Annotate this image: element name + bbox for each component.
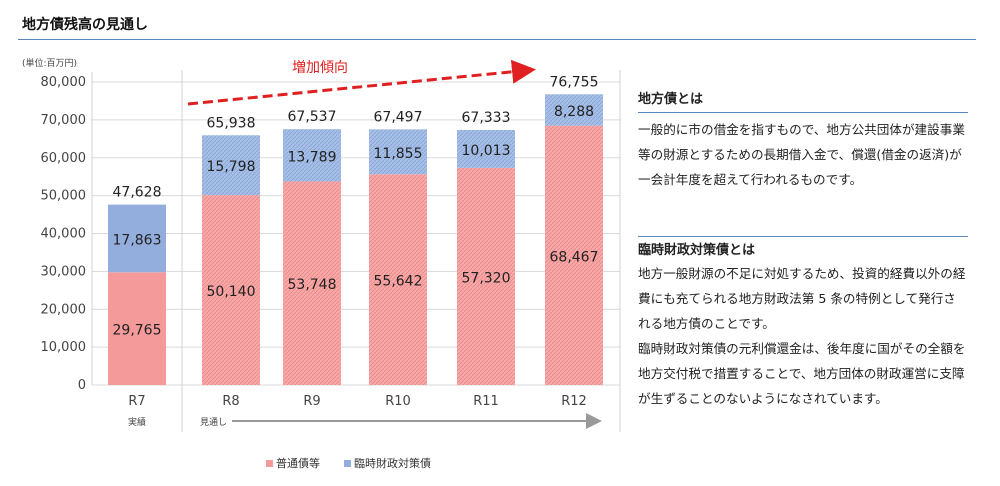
value-label-emergency: 17,863: [113, 232, 162, 248]
bar-regular-R7: [108, 272, 166, 385]
legend-label-emergency: 臨時財政対策債: [354, 456, 431, 470]
note-body: 臨時財政対策債の元利償還金は、後年度に国がその全額を地方交付税で措置することで、…: [638, 341, 966, 406]
bar-regular-R11: [457, 167, 515, 385]
y-tick-label: 40,000: [41, 227, 87, 242]
value-label-emergency: 11,855: [374, 146, 423, 162]
stacked-bar-chart: 0 10,000 20,000 30,000 40,000 50,000 60,000 70,…: [22, 57, 621, 470]
value-label-regular: 53,748: [288, 277, 337, 293]
value-label-emergency: 15,798: [207, 159, 256, 175]
value-label-emergency: 10,013: [462, 143, 511, 159]
note-body: 一般的に市の借金を指すもので、地方公共団体が建設事業等の財源とするための長期借入…: [638, 122, 965, 187]
legend-label-regular: 普通債等: [276, 456, 320, 470]
bar-regular-R8: [202, 195, 260, 385]
value-label-total: 47,628: [113, 185, 162, 201]
value-label-regular: 57,320: [462, 270, 511, 286]
y-tick-label: 50,000: [41, 189, 87, 204]
axis-sublabel-forecast: 見通し: [200, 417, 227, 428]
note-rinji: 臨時財政対策債とは 地方一般財源の不足に対処するため、投資的経費以外の経費にも充…: [638, 234, 968, 411]
bar-emergency-R10: [369, 129, 427, 175]
note-divider: [638, 112, 968, 113]
y-tick-label: 30,000: [41, 264, 87, 279]
y-tick-label: 80,000: [41, 75, 87, 90]
value-label-regular: 50,140: [207, 284, 256, 300]
legend-swatch-regular: [266, 460, 273, 467]
legend-swatch-emergency: [344, 460, 351, 467]
bar-regular-R10: [369, 174, 427, 385]
x-tick-label: R9: [303, 394, 320, 409]
bar-emergency-R12: [545, 94, 603, 126]
page-title: 地方債残高の見通し: [22, 17, 148, 33]
value-label-regular: 68,467: [550, 249, 599, 265]
x-tick-label: R8: [222, 394, 239, 409]
x-tick-label: R10: [385, 394, 411, 409]
trend-label: 増加傾向: [292, 60, 348, 76]
value-label-total: 65,938: [207, 115, 256, 131]
bar-regular-R9: [283, 181, 341, 385]
value-label-regular: 55,642: [374, 274, 423, 290]
x-tick-label: R7: [128, 394, 145, 409]
bar-emergency-R9: [283, 129, 341, 182]
title-divider: [18, 39, 976, 40]
y-tick-label: 10,000: [41, 340, 87, 355]
value-label-emergency: 13,789: [288, 149, 337, 165]
note-divider: [638, 236, 968, 237]
value-label-total: 67,333: [462, 110, 511, 126]
bar-regular-R12: [545, 125, 603, 385]
value-label-total: 67,537: [288, 109, 337, 125]
unit-label: (単位:百万円): [22, 57, 77, 69]
note-chihousai: 地方債とは 一般的に市の借金を指すもので、地方公共団体が建設事業等の財源とするた…: [638, 90, 968, 192]
bar-emergency-R11: [457, 129, 515, 168]
value-label-emergency: 8,288: [554, 104, 594, 120]
y-tick-label: 0: [78, 378, 86, 393]
y-tick-label: 20,000: [41, 302, 87, 317]
y-tick-label: 60,000: [41, 151, 87, 166]
bar-emergency-R7: [108, 204, 166, 273]
x-tick-label: R12: [561, 394, 587, 409]
x-tick-label: R11: [473, 394, 499, 409]
value-label-total: 76,755: [550, 74, 599, 90]
bar-emergency-R8: [202, 135, 260, 196]
trend-arrow: [187, 59, 536, 106]
note-heading: 地方債とは: [638, 92, 704, 107]
axis-sublabel-actual: 実績: [128, 416, 146, 428]
y-tick-label: 70,000: [41, 113, 87, 128]
value-label-regular: 29,765: [113, 323, 162, 339]
note-heading: 臨時財政対策債とは: [638, 243, 756, 258]
note-body: 地方一般財源の不足に対処するため、投資的経費以外の経費にも充てられる地方財政法第…: [638, 266, 966, 331]
value-label-total: 67,497: [374, 109, 423, 125]
